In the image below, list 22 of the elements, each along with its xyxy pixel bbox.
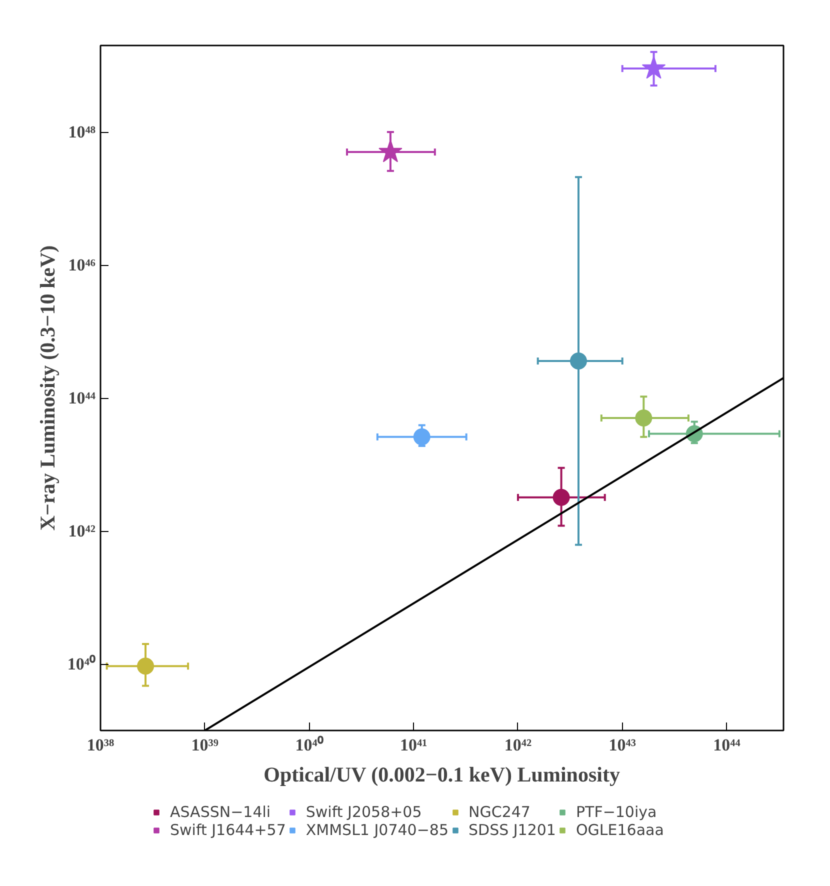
- x-tick-label: 10⁴¹: [400, 736, 428, 754]
- y-tick-label: 10⁴⁰: [67, 654, 96, 674]
- x-tick-label: 10³⁸: [86, 736, 114, 754]
- x-tick-label: 10⁴⁰: [295, 736, 324, 754]
- y-axis-title: X−ray Luminosity (0.3−10 keV): [35, 245, 60, 531]
- x-tick-label: 10⁴³: [608, 736, 636, 754]
- x-tick-label: 10⁴²: [504, 736, 532, 754]
- legend-label: XMMSL1 J0740−85: [306, 821, 448, 839]
- legend-label: Swift J2058+05: [306, 803, 422, 821]
- x-axis-title: Optical/UV (0.002−0.1 keV) Luminosity: [264, 762, 620, 786]
- x-tick-label: 10³⁹: [191, 736, 218, 754]
- legend-label: NGC247: [468, 803, 530, 821]
- y-tick-label: 10⁴⁶: [68, 256, 96, 275]
- y-tick-label: 10⁴⁸: [68, 122, 96, 142]
- legend-label: ASASSN−14li: [170, 803, 271, 821]
- y-tick-label: 10⁴²: [68, 522, 96, 541]
- x-tick-label: 10⁴⁴: [713, 736, 740, 754]
- legend-label: Swift J1644+57: [170, 821, 286, 839]
- legend-label: OGLE16aaa: [576, 821, 664, 839]
- y-tick-label: 10⁴⁴: [68, 388, 96, 408]
- legend-label: PTF−10iya: [576, 803, 657, 821]
- legend-label: SDSS J1201: [468, 821, 556, 839]
